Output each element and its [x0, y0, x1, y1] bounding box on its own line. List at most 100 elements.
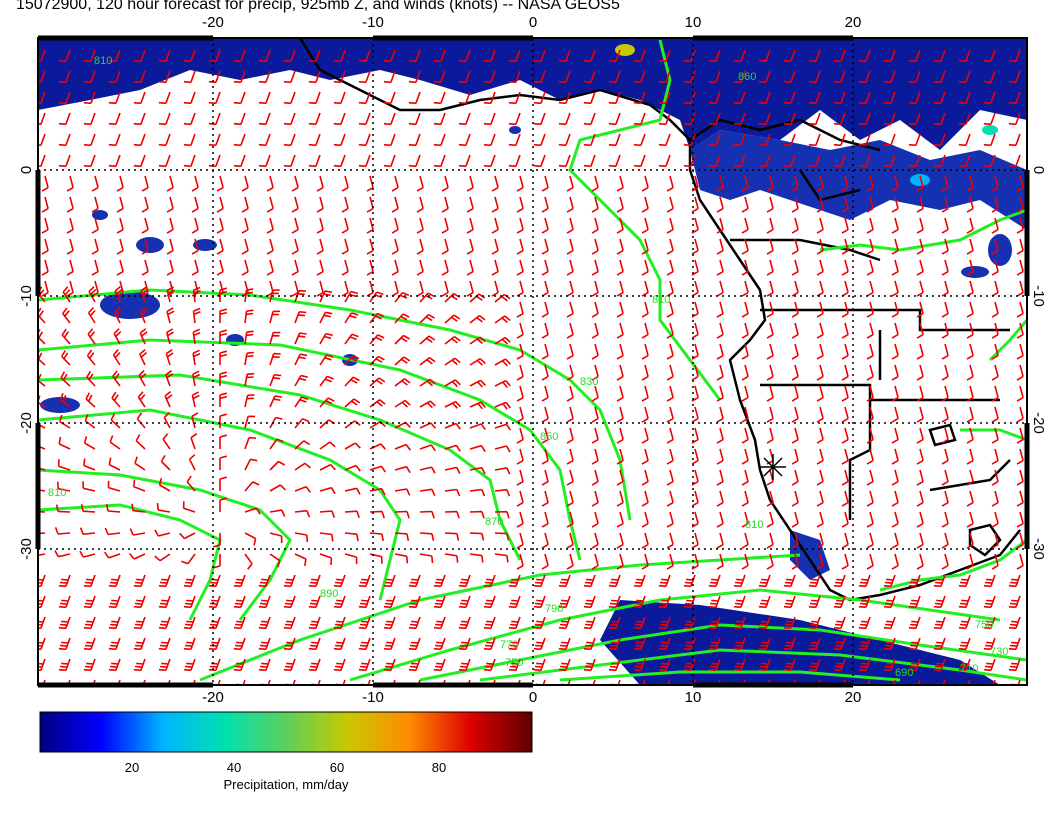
wind-barb: [366, 259, 374, 276]
wind-barb: [316, 196, 324, 213]
wind-barb: [616, 511, 624, 528]
wind-barb: [933, 637, 946, 651]
wind-barb: [369, 487, 386, 496]
wind-barb: [133, 112, 146, 126]
wind-barb: [941, 427, 949, 444]
wind-barb: [641, 364, 649, 381]
wind-barb: [158, 658, 171, 672]
wind-barb: [758, 49, 771, 63]
contour-line: [559, 670, 901, 682]
wind-barb: [419, 335, 436, 345]
wind-barb: [483, 637, 496, 651]
wind-barb: [141, 259, 149, 276]
wind-barb: [369, 399, 386, 408]
wind-barb: [816, 490, 824, 507]
wind-barb: [483, 49, 496, 63]
wind-barb: [294, 485, 311, 493]
wind-barb: [269, 553, 281, 568]
wind-barb: [57, 459, 71, 471]
lon-tick-bottom: 0: [529, 689, 537, 706]
wind-barb: [591, 406, 599, 423]
wind-barb: [766, 259, 774, 276]
wind-barb: [1016, 364, 1024, 381]
wind-barb: [408, 112, 421, 126]
wind-barb: [58, 658, 71, 672]
wind-barb: [38, 574, 46, 588]
wind-barb: [441, 259, 449, 276]
wind-barb: [666, 553, 674, 570]
wind-barb: [469, 444, 486, 453]
wind-barb: [133, 574, 146, 588]
wind-barb: [791, 448, 799, 465]
wind-barb: [38, 133, 46, 147]
wind-barb: [83, 436, 96, 450]
wind-barb: [131, 503, 146, 513]
wind-barb: [344, 510, 360, 519]
wind-barb: [333, 91, 346, 105]
wind-barb: [79, 550, 96, 558]
wind-barb: [983, 154, 996, 168]
wind-barb: [783, 70, 796, 84]
wind-barb: [691, 322, 699, 339]
wind-barb: [566, 511, 574, 528]
wind-barb: [58, 133, 71, 147]
wind-barb: [691, 217, 699, 234]
wind-barb: [733, 70, 746, 84]
contour-label: 810: [652, 294, 670, 306]
wind-barb: [858, 154, 871, 168]
wind-barb: [658, 574, 671, 588]
wind-barb: [308, 154, 321, 168]
wind-barb: [366, 196, 374, 213]
wind-barb: [433, 595, 446, 609]
wind-barb: [991, 217, 999, 234]
contour-line: [819, 208, 1027, 252]
wind-barb: [541, 259, 549, 276]
wind-barb: [766, 406, 774, 423]
wind-barb: [294, 374, 308, 387]
wind-barb: [691, 469, 699, 486]
wind-barb: [129, 528, 146, 536]
wind-barb: [566, 364, 574, 381]
wind-barb: [791, 385, 799, 402]
wind-barb: [469, 510, 485, 519]
wind-barb: [558, 658, 571, 672]
wind-barb: [908, 637, 921, 651]
wind-barb: [633, 154, 646, 168]
wind-barb: [291, 175, 299, 192]
wind-barb: [816, 175, 824, 192]
wind-barb: [154, 553, 171, 562]
wind-barb: [91, 175, 99, 192]
wind-barb: [708, 637, 721, 651]
wind-barb: [658, 658, 671, 672]
wind-barb: [583, 49, 596, 63]
wind-barb: [816, 553, 824, 570]
wind-barb: [866, 343, 874, 360]
wind-barb: [983, 595, 996, 609]
wind-barb: [483, 91, 496, 105]
wind-barb: [908, 574, 921, 588]
wind-barb: [394, 488, 411, 496]
wind-barb: [383, 49, 396, 63]
wind-barb: [358, 595, 371, 609]
wind-barb: [533, 70, 546, 84]
wind-barb: [933, 70, 946, 84]
wind-barb: [916, 406, 924, 423]
wind-barb: [58, 637, 71, 651]
wind-barb: [458, 49, 471, 63]
wind-barb: [294, 353, 308, 366]
wind-barb: [112, 349, 121, 366]
wind-barb: [394, 378, 411, 387]
wind-barb: [233, 154, 246, 168]
wind-barb: [244, 458, 258, 471]
wind-barb: [641, 427, 649, 444]
precip-spot: [40, 397, 80, 413]
wind-barb: [891, 469, 899, 486]
wind-barb: [716, 196, 724, 213]
wind-barb: [991, 343, 999, 360]
wind-barb: [741, 490, 749, 507]
wind-barb: [179, 532, 196, 540]
wind-barb: [41, 175, 49, 192]
wind-barb: [941, 364, 949, 381]
wind-barb: [62, 286, 71, 303]
wind-barb: [616, 217, 624, 234]
